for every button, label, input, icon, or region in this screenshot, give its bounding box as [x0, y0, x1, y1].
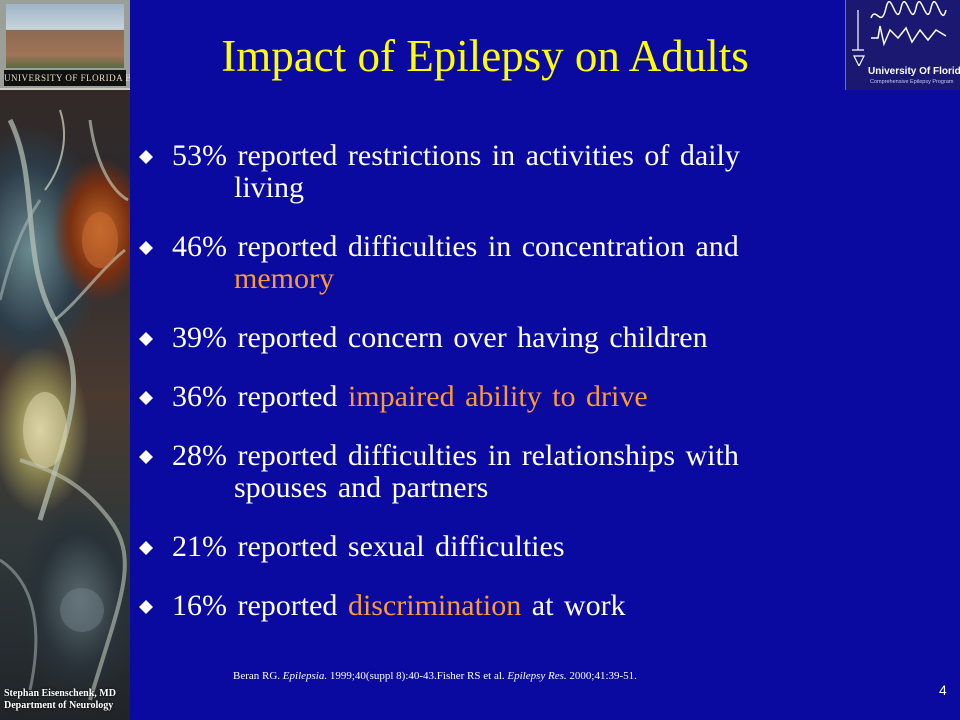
- bullet-text: 28% reported difficulties in relationshi…: [172, 439, 739, 472]
- author-department: Department of Neurology: [4, 700, 114, 711]
- bullet-item: 39% reported concern over having childre…: [139, 321, 852, 354]
- bullet-text-continuation: spouses and partners: [234, 471, 489, 504]
- diamond-bullet-icon: [139, 332, 153, 346]
- bullet-highlight: discrimination: [347, 589, 522, 622]
- citation: Beran RG. Epilepsia. 1999;40(suppl 8):40…: [233, 670, 637, 682]
- epilepsy-program-logo-name: University Of Florida: [868, 66, 960, 77]
- citation-part: Beran RG.: [233, 670, 283, 682]
- diamond-bullet-icon: [139, 391, 153, 405]
- bullet-item: 53% reported restrictions in activities …: [139, 139, 852, 204]
- bullet-text-post: at work: [521, 589, 626, 622]
- neuron-artwork: [0, 109, 129, 701]
- bullet-text: 36% reported: [172, 380, 348, 413]
- citation-part: 1999;40(suppl 8):40-43.Fisher RS et al.: [327, 670, 508, 682]
- brain-institute-logo: UNIVERSITY OF FLORIDA BRAIN INSTITUTE: [0, 0, 130, 90]
- bullet-highlight: impaired ability to drive: [347, 380, 648, 413]
- author-credit: Stephan Eisenschenk, MD Department of Ne…: [4, 688, 116, 712]
- left-decorative-panel: UNIVERSITY OF FLORIDA BRAIN INSTITUTE: [0, 0, 130, 720]
- bullet-list: 53% reported restrictions in activities …: [139, 139, 852, 649]
- diamond-bullet-icon: [139, 450, 153, 464]
- slide-title: Impact of Epilepsy on Adults: [221, 31, 749, 81]
- citation-journal: Epilepsy Res.: [507, 670, 567, 682]
- diamond-bullet-icon: [139, 150, 153, 164]
- bullet-item: 28% reported difficulties in relationshi…: [139, 439, 852, 504]
- bullet-item: 46% reported difficulties in concentrati…: [139, 230, 852, 295]
- eeg-waveform-icon: [852, 0, 947, 66]
- bullet-item: 21% reported sexual difficulties: [139, 530, 852, 563]
- diamond-bullet-icon: [139, 600, 153, 614]
- bullet-text: 16% reported: [172, 589, 348, 622]
- bullet-item: 36% reported impaired ability to drive: [139, 380, 852, 413]
- bullet-text: 46% reported difficulties in concentrati…: [172, 230, 739, 263]
- bullet-highlight: memory: [234, 262, 334, 295]
- bullet-text-continuation: living: [234, 171, 305, 204]
- brain-institute-logo-text: UNIVERSITY OF FLORIDA BRAIN INSTITUTE: [4, 70, 130, 86]
- bullet-text: 53% reported restrictions in activities …: [172, 139, 740, 172]
- citation-part: 2000;41:39-51.: [566, 670, 637, 682]
- bullet-text: 39% reported concern over having childre…: [172, 321, 708, 354]
- author-name: Stephan Eisenschenk, MD: [4, 688, 116, 699]
- diamond-bullet-icon: [139, 541, 153, 555]
- diamond-bullet-icon: [139, 241, 153, 255]
- epilepsy-program-logo-subtitle: Comprehensive Epilepsy Program: [870, 79, 954, 85]
- page-number: 4: [939, 682, 947, 698]
- epilepsy-program-logo: University Of Florida Comprehensive Epil…: [845, 0, 960, 90]
- bullet-text: 21% reported sexual difficulties: [172, 530, 565, 563]
- citation-journal: Epilepsia.: [282, 670, 328, 682]
- building-image: [6, 4, 124, 68]
- bullet-item: 16% reported discrimination at work: [139, 589, 852, 622]
